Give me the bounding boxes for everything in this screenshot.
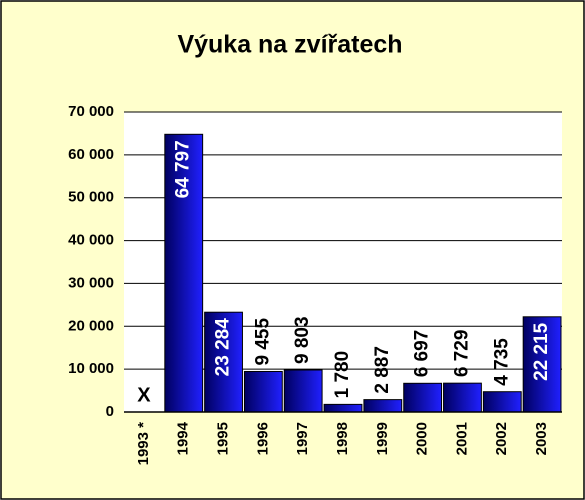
value-label: 6 697 xyxy=(412,330,433,378)
value-label: 64 797 xyxy=(173,140,194,198)
value-label: 22 215 xyxy=(531,322,552,381)
x-tick-label: 2000 xyxy=(414,422,431,455)
x-tick-label: 1999 xyxy=(374,422,391,455)
y-tick-label: 0 xyxy=(106,403,114,420)
bar xyxy=(443,382,482,413)
y-tick-label: 50 000 xyxy=(68,189,114,206)
x-tick-label: 1996 xyxy=(254,422,271,455)
y-tick-label: 40 000 xyxy=(68,232,114,249)
value-label: 9 803 xyxy=(292,316,313,364)
x-tick-label: 1993 * xyxy=(135,422,152,466)
bar xyxy=(283,369,323,413)
chart-title: Výuka na zvířatech xyxy=(177,31,402,59)
y-tick-label: 10 000 xyxy=(68,360,114,377)
x-tick-label: 1998 xyxy=(334,422,351,455)
x-tick-label: 1994 xyxy=(175,421,192,455)
bar xyxy=(363,399,403,413)
y-tick-label: 70 000 xyxy=(68,103,114,120)
value-label: 4 735 xyxy=(491,338,512,386)
value-label: 6 729 xyxy=(451,330,472,378)
value-label: 2 887 xyxy=(372,346,393,394)
bar xyxy=(164,133,204,413)
y-tick-label: 20 000 xyxy=(68,317,114,334)
bar xyxy=(243,370,283,413)
bar xyxy=(323,403,363,413)
y-tick-label: 30 000 xyxy=(68,274,114,291)
value-label: 9 455 xyxy=(252,317,273,365)
x-tick-label: 1997 xyxy=(294,422,311,455)
x-tick-label: 2001 xyxy=(453,422,470,455)
x-tick-label: 2003 xyxy=(533,422,550,455)
y-tick-label: 60 000 xyxy=(68,146,114,163)
bar xyxy=(482,391,522,413)
bar xyxy=(403,382,443,413)
bar xyxy=(522,316,562,413)
value-label: X xyxy=(137,384,151,406)
x-tick-label: 2002 xyxy=(493,422,510,455)
value-label: 23 284 xyxy=(213,318,234,377)
value-label: 1 780 xyxy=(332,351,353,399)
bar xyxy=(204,311,243,413)
x-tick-label: 1995 xyxy=(215,422,232,455)
